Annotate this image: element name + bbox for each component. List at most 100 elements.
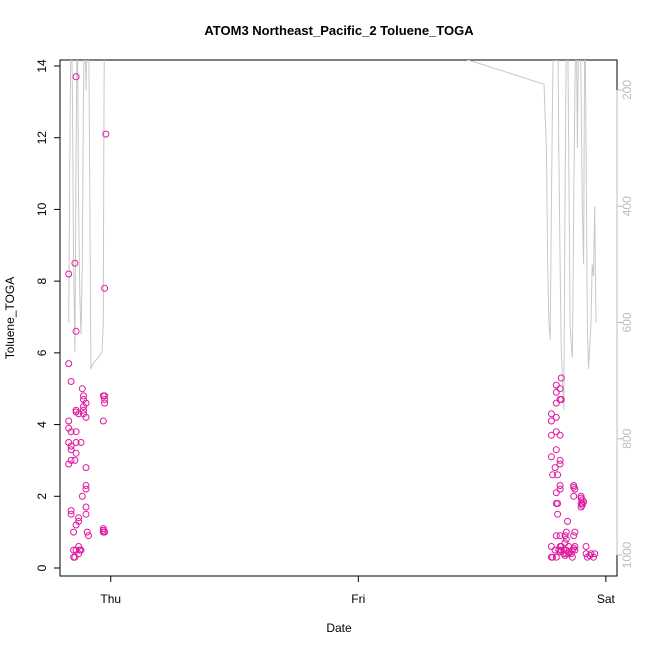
data-point bbox=[547, 543, 555, 550]
data-point bbox=[547, 417, 555, 425]
data-point bbox=[82, 482, 90, 489]
right-tick-label: 600 bbox=[620, 312, 634, 332]
data-point bbox=[75, 410, 83, 418]
data-point bbox=[101, 399, 109, 407]
data-point bbox=[65, 439, 73, 446]
data-point bbox=[101, 284, 109, 292]
data-point bbox=[549, 471, 557, 479]
data-point bbox=[67, 378, 75, 385]
data-point bbox=[67, 442, 75, 450]
data-point bbox=[77, 439, 85, 446]
data-point bbox=[67, 507, 75, 515]
data-point bbox=[562, 535, 570, 543]
data-point bbox=[72, 449, 80, 457]
data-point bbox=[67, 510, 75, 518]
data-point bbox=[71, 259, 79, 267]
y-tick-label: 14 bbox=[35, 59, 49, 73]
data-point bbox=[72, 73, 80, 81]
data-point bbox=[586, 552, 594, 559]
left-axis: 0 2 4 6 8 10 12 14 bbox=[35, 59, 61, 571]
data-point bbox=[72, 439, 80, 446]
data-point bbox=[571, 543, 579, 550]
data-point bbox=[99, 417, 107, 425]
y-tick-label: 2 bbox=[35, 493, 49, 500]
data-point bbox=[554, 510, 562, 518]
data-point bbox=[556, 431, 564, 439]
data-point bbox=[75, 543, 83, 550]
data-point bbox=[71, 456, 79, 464]
data-point bbox=[82, 413, 90, 421]
x-tick-label: Sat bbox=[597, 592, 616, 606]
data-point bbox=[75, 517, 83, 525]
data-point bbox=[67, 428, 75, 436]
data-point bbox=[556, 385, 564, 393]
data-point bbox=[76, 546, 84, 554]
data-point bbox=[565, 550, 573, 558]
data-point bbox=[554, 471, 562, 479]
right-tick-label: 400 bbox=[620, 196, 634, 216]
y-tick-label: 10 bbox=[35, 202, 49, 216]
data-point bbox=[547, 431, 555, 439]
data-point bbox=[85, 532, 92, 540]
data-point bbox=[82, 464, 90, 472]
data-point bbox=[65, 360, 73, 368]
data-point bbox=[552, 446, 560, 454]
data-point bbox=[83, 528, 91, 536]
data-point bbox=[578, 496, 586, 504]
data-point bbox=[554, 500, 562, 507]
data-point bbox=[552, 388, 560, 396]
data-point bbox=[82, 399, 90, 407]
data-point bbox=[561, 532, 569, 540]
data-point bbox=[80, 392, 87, 400]
data-point bbox=[562, 528, 570, 536]
data-point bbox=[82, 485, 90, 493]
right-axis-line-series bbox=[68, 60, 597, 410]
x-tick-label: Thu bbox=[100, 592, 121, 606]
data-point bbox=[72, 327, 80, 335]
y-tick-label: 12 bbox=[35, 131, 49, 145]
data-point bbox=[65, 417, 73, 425]
right-tick-label: 200 bbox=[620, 80, 634, 100]
data-point bbox=[82, 510, 90, 518]
y-axis-label: Toluene_TOGA bbox=[3, 277, 17, 360]
data-point bbox=[582, 550, 590, 558]
data-point bbox=[67, 456, 75, 464]
data-point bbox=[72, 428, 80, 436]
data-point bbox=[556, 485, 564, 493]
bottom-axis: Thu Fri Sat bbox=[100, 575, 616, 606]
data-point bbox=[568, 553, 576, 561]
data-point bbox=[71, 553, 79, 561]
chart-title: ATOM3 Northeast_Pacific_2 Toluene_TOGA bbox=[204, 23, 474, 38]
data-point bbox=[78, 385, 86, 393]
y-tick-label: 0 bbox=[35, 564, 49, 571]
data-point bbox=[552, 428, 560, 436]
data-point bbox=[80, 406, 87, 414]
data-point bbox=[65, 424, 73, 432]
data-point bbox=[577, 500, 585, 507]
data-point bbox=[551, 464, 559, 472]
data-point bbox=[552, 413, 560, 421]
data-point bbox=[578, 501, 586, 509]
data-point bbox=[547, 453, 555, 461]
data-point bbox=[591, 550, 599, 558]
x-axis-label: Date bbox=[326, 621, 352, 635]
y-tick-label: 4 bbox=[35, 421, 49, 428]
right-tick-label: 1000 bbox=[620, 541, 634, 568]
data-point bbox=[557, 374, 565, 382]
data-point bbox=[552, 399, 560, 407]
data-point bbox=[75, 514, 83, 522]
data-point bbox=[82, 503, 90, 511]
data-point bbox=[78, 492, 86, 500]
data-point bbox=[65, 270, 73, 278]
data-point bbox=[571, 485, 579, 493]
data-point bbox=[570, 483, 578, 491]
data-point bbox=[101, 396, 109, 403]
data-point bbox=[70, 528, 78, 536]
data-point bbox=[549, 553, 557, 561]
data-point bbox=[582, 543, 590, 550]
data-point bbox=[75, 550, 83, 558]
data-point bbox=[570, 532, 578, 540]
data-point bbox=[590, 553, 597, 561]
data-point bbox=[552, 532, 560, 540]
